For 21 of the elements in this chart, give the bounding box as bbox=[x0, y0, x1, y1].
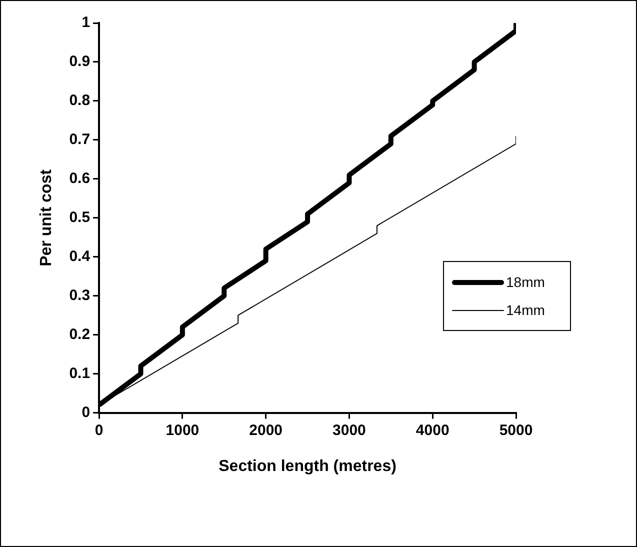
y-tick-label: 0.8 bbox=[69, 92, 90, 110]
x-tick-label: 3000 bbox=[332, 422, 366, 439]
x-tick-label: 5000 bbox=[499, 422, 533, 439]
x-tick-label: 2000 bbox=[249, 422, 283, 439]
x-axis-title: Section length (metres) bbox=[218, 458, 396, 475]
y-tick-label: 0.5 bbox=[69, 209, 90, 226]
y-tick-label: 0.1 bbox=[69, 364, 90, 382]
y-tick-label: 1 bbox=[82, 14, 90, 32]
y-tick-label: 0 bbox=[82, 404, 90, 421]
y-tick-label: 0.3 bbox=[69, 287, 90, 304]
x-tick-label: 1000 bbox=[166, 422, 200, 439]
y-tick-label: 0.4 bbox=[69, 248, 91, 266]
x-tick-label: 0 bbox=[94, 422, 104, 439]
legend-label: 18mm bbox=[506, 274, 545, 290]
y-tick-label: 0.6 bbox=[69, 170, 90, 188]
legend-label: 14mm bbox=[506, 302, 545, 318]
y-tick-label: 0.2 bbox=[69, 326, 90, 343]
x-tick-label: 4000 bbox=[416, 422, 450, 439]
y-axis-title: Per unit cost bbox=[38, 168, 56, 266]
y-tick-label: 0.7 bbox=[69, 131, 90, 148]
y-tick-label: 0.9 bbox=[69, 53, 90, 70]
